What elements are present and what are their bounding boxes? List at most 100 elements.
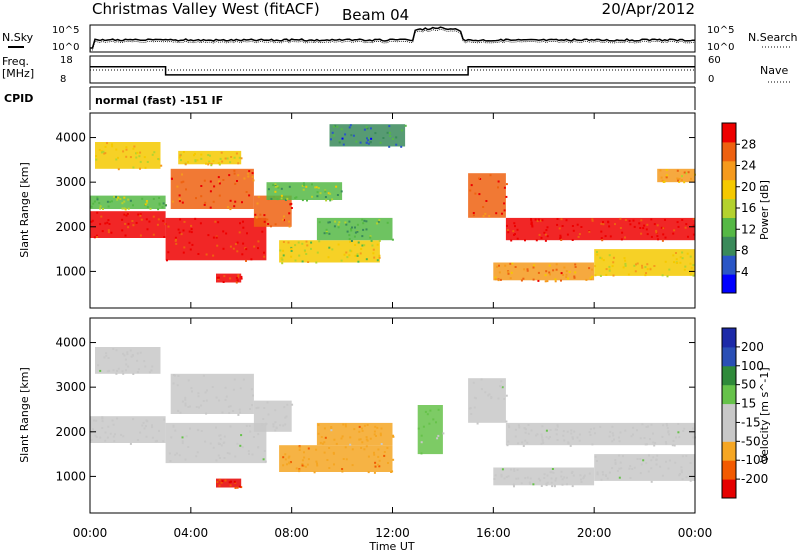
velocity-speckle [500, 380, 503, 383]
velocity-speckle [211, 386, 214, 388]
velocity-speckle [298, 445, 301, 448]
velocity-speckle [562, 434, 565, 437]
velocity-speckle [176, 384, 179, 387]
power-speckle [560, 279, 562, 282]
colorbar-segment [722, 217, 736, 237]
power-speckle [554, 280, 557, 283]
power-speckle [200, 185, 203, 187]
velocity-speckle [480, 388, 483, 391]
velocity-speckle [678, 474, 681, 477]
power-speckle [494, 276, 497, 279]
velocity-speckle [184, 396, 187, 399]
power-speckle [653, 223, 656, 226]
velocity-speckle [262, 418, 265, 420]
power-speckle [661, 239, 664, 242]
velocity-speckle [330, 426, 333, 428]
power-speckle [214, 220, 217, 223]
velocity-speckle [674, 461, 677, 464]
power-speckle [240, 157, 243, 160]
velocity-speckle [552, 471, 555, 474]
power-speckle [127, 207, 130, 210]
power-speckle [676, 177, 679, 180]
velocity-speckle [529, 482, 531, 485]
velocity-speckle [659, 465, 662, 468]
power-speckle [290, 255, 293, 258]
velocity-speckle [383, 451, 386, 453]
velocity-speckle [249, 430, 252, 433]
velocity-speckle [523, 427, 526, 430]
power-speckle [99, 223, 102, 226]
power-speckle [646, 233, 649, 236]
power-speckle [281, 262, 284, 265]
velocity-speckle [507, 475, 510, 478]
velocity-speckle [507, 440, 510, 443]
power-speckle [123, 196, 126, 199]
velocity-speckle [665, 442, 668, 445]
velocity-speckle [200, 430, 203, 432]
power-speckle [665, 174, 668, 177]
power-speckle [256, 202, 259, 205]
power-speckle [356, 253, 359, 256]
velocity-speckle [196, 451, 199, 454]
power-speckle [316, 195, 319, 198]
power-speckle [125, 148, 128, 151]
colorbar-segment [722, 422, 736, 442]
velocity-speckle [124, 358, 127, 361]
power-speckle [236, 250, 239, 253]
velocity-speckle [488, 393, 491, 396]
velocity-speckle [528, 481, 531, 484]
power-speckle [497, 279, 500, 282]
velocity-speckle [556, 424, 559, 427]
power-speckle [540, 219, 542, 222]
velocity-speckle [328, 447, 331, 449]
power-speckle [344, 221, 347, 224]
velocity-speckle [541, 438, 544, 441]
power-speckle [229, 199, 232, 202]
velocity-speckle [578, 439, 581, 442]
velocity-speckle [301, 463, 304, 465]
power-speckle [386, 131, 389, 134]
power-speckle [280, 194, 283, 197]
power-speckle [288, 225, 291, 228]
velocity-speckle [219, 434, 222, 437]
velocity-speckle [487, 394, 490, 397]
velocity-speckle [121, 370, 124, 373]
colorbar-segment [722, 384, 736, 405]
velocity-speckle [174, 453, 177, 456]
power-speckle [367, 142, 370, 145]
velocity-speckle [377, 448, 380, 451]
velocity-speckle [349, 443, 352, 446]
power-speckle [203, 203, 206, 206]
velocity-speckle [344, 423, 347, 426]
power-speckle [180, 181, 183, 184]
velocity-speckle [524, 439, 527, 442]
power-speckle [566, 233, 569, 236]
velocity-speckle [178, 454, 181, 457]
power-speckle [284, 199, 287, 201]
power-speckle [124, 234, 127, 237]
power-speckle [369, 141, 372, 144]
velocity-speckle [113, 440, 116, 443]
power-speckle [523, 268, 526, 271]
power-speckle [126, 212, 129, 215]
power-speckle [247, 172, 250, 175]
power-speckle [555, 268, 558, 271]
power-speckle [200, 153, 203, 156]
velocity-speckle [316, 462, 318, 465]
velocity-speckle [666, 424, 669, 427]
power-speckle [117, 196, 120, 199]
power-speckle [537, 218, 540, 221]
velocity-speckle [342, 423, 345, 426]
velocity-speckle [374, 461, 377, 464]
power-speckle [101, 230, 104, 233]
power-speckle [319, 192, 322, 195]
power-speckle [562, 274, 565, 276]
velocity-speckle [513, 469, 516, 472]
power-speckle [223, 275, 226, 278]
power-speckle [479, 178, 482, 180]
velocity-speckle [379, 434, 382, 437]
velocity-speckle [224, 398, 227, 401]
power-speckle [301, 199, 304, 202]
velocity-speckle [685, 476, 688, 479]
colorbar-segment [722, 403, 736, 423]
